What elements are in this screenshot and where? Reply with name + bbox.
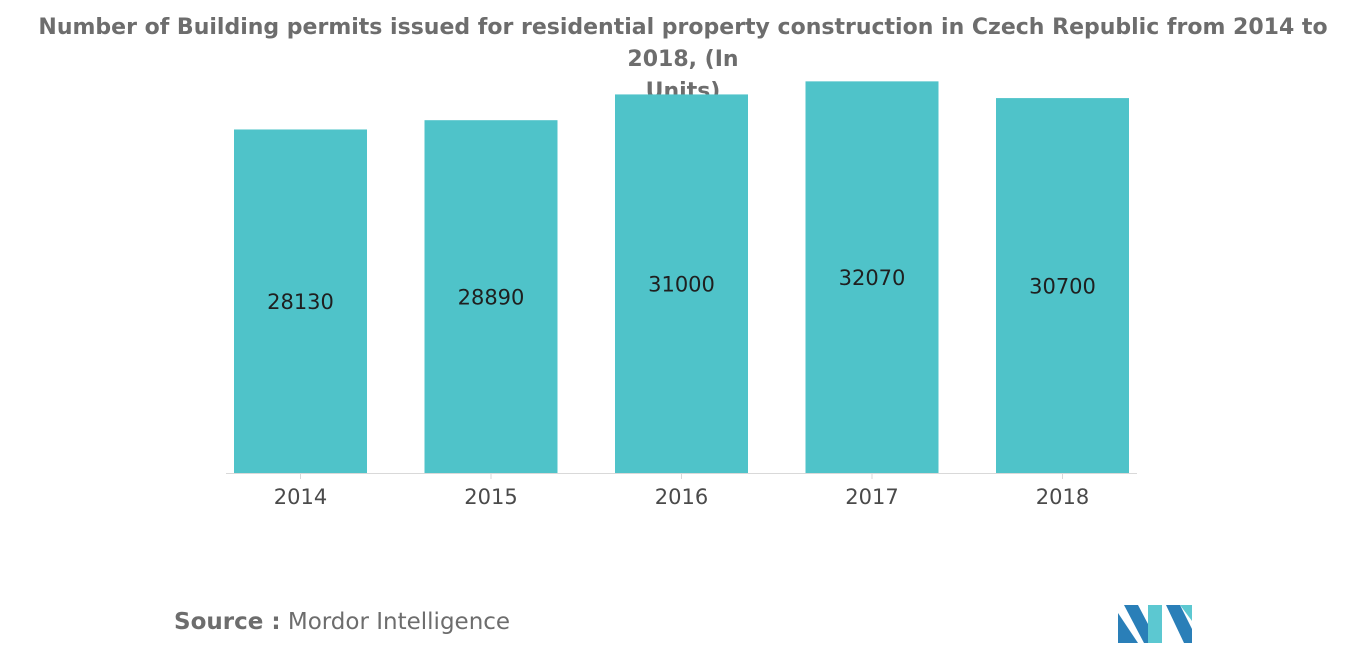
x-tick-label-2016: 2016 <box>655 485 708 509</box>
bar-2016 <box>615 94 748 473</box>
chart-title-line-1: Number of Building permits issued for re… <box>38 15 1328 72</box>
logo-shape-right-light <box>1180 605 1192 621</box>
bar-2018 <box>996 98 1129 473</box>
data-label-2017: 32070 <box>839 266 906 290</box>
x-tick-labels: 2014 2015 2016 2017 2018 <box>274 485 1089 509</box>
data-label-2015: 28890 <box>458 286 525 310</box>
x-tick-label-2018: 2018 <box>1036 485 1089 509</box>
data-label-2014: 28130 <box>267 290 334 314</box>
x-tick-label-2017: 2017 <box>845 485 898 509</box>
bar-2015 <box>424 120 558 473</box>
logo-shape-mid-light <box>1148 605 1162 643</box>
data-label-2016: 31000 <box>648 273 715 297</box>
bars <box>234 81 1129 474</box>
x-tick-label-2015: 2015 <box>464 485 517 509</box>
source-note: Source : Mordor Intelligence <box>174 606 510 638</box>
mordor-intelligence-logo <box>1118 605 1192 643</box>
x-axis <box>226 473 1137 479</box>
source-text: Mordor Intelligence <box>287 609 511 635</box>
logo-shape-left <box>1118 613 1138 643</box>
x-tick-label-2014: 2014 <box>274 485 327 509</box>
logo-shape-right-dark <box>1166 605 1192 643</box>
bar-2017 <box>805 81 939 473</box>
chart-title: Number of Building permits issued for re… <box>0 12 1366 108</box>
source-label: Source : <box>174 609 281 635</box>
bar-2014 <box>234 129 367 474</box>
data-labels: 28130 28890 31000 32070 30700 <box>267 266 1096 314</box>
data-label-2018: 30700 <box>1029 275 1096 299</box>
